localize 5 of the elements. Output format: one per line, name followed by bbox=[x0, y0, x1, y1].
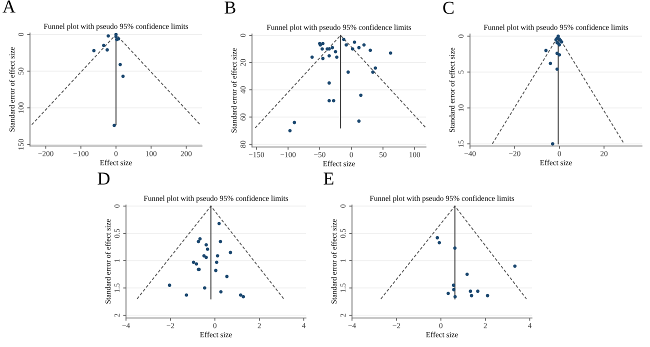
text: D bbox=[98, 172, 110, 185]
text: E bbox=[324, 172, 334, 184]
text: C bbox=[443, 2, 454, 14]
text: B bbox=[224, 2, 236, 14]
text: A bbox=[2, 0, 16, 12]
